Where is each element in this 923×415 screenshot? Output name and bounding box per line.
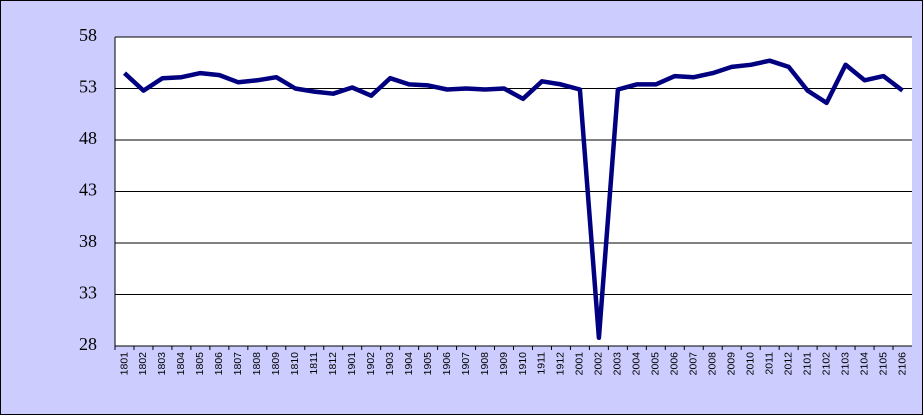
x-tick-label: 2001 bbox=[574, 352, 586, 376]
x-tick-label: 2009 bbox=[726, 352, 738, 376]
x-tick-label: 2006 bbox=[669, 352, 681, 376]
y-tick-label: 28 bbox=[79, 334, 97, 354]
data-line bbox=[122, 58, 904, 341]
x-tick-label: 1804 bbox=[175, 352, 187, 376]
x-tick-label: 1904 bbox=[403, 352, 415, 376]
x-tick-label: 1908 bbox=[479, 352, 491, 376]
x-tick-label: 1807 bbox=[232, 352, 244, 376]
x-tick-label: 2104 bbox=[858, 352, 870, 376]
x-tick-label: 2011 bbox=[763, 352, 775, 375]
x-tick-label: 2004 bbox=[631, 352, 643, 376]
x-tick-label: 2106 bbox=[896, 352, 908, 376]
x-tick-label: 1809 bbox=[270, 352, 282, 376]
x-tick-label: 1902 bbox=[365, 352, 377, 376]
x-tick-label: 1806 bbox=[213, 352, 225, 376]
x-tick-label: 2008 bbox=[707, 352, 719, 376]
x-tick-label: 2105 bbox=[877, 352, 889, 376]
x-tick-label: 2002 bbox=[593, 352, 605, 376]
x-tick-label: 1812 bbox=[327, 352, 339, 376]
y-tick-label: 38 bbox=[79, 231, 97, 251]
x-tick-label: 1905 bbox=[422, 352, 434, 376]
x-tick-label: 2012 bbox=[782, 352, 794, 376]
y-tick-label: 53 bbox=[79, 77, 97, 97]
x-tick-label: 1911 bbox=[536, 352, 548, 375]
x-tick-label: 1810 bbox=[289, 352, 301, 376]
x-tick-label: 1805 bbox=[194, 352, 206, 376]
x-tick-label: 1811 bbox=[308, 352, 320, 375]
y-tick-label: 48 bbox=[79, 128, 97, 148]
x-tick-label: 2103 bbox=[839, 352, 851, 376]
y-tick-label: 43 bbox=[79, 180, 97, 200]
x-tick-label: 1907 bbox=[460, 352, 472, 376]
y-tick-label: 33 bbox=[79, 283, 97, 303]
x-tick-label: 1912 bbox=[555, 352, 567, 376]
x-tick-label: 2005 bbox=[650, 352, 662, 376]
x-tick-label: 1901 bbox=[346, 352, 358, 376]
x-tick-label: 2101 bbox=[801, 352, 813, 376]
x-tick-label: 2010 bbox=[744, 352, 756, 376]
x-tick-label: 1910 bbox=[517, 352, 529, 376]
x-tick-label: 1909 bbox=[498, 352, 510, 376]
y-tick-label: 58 bbox=[79, 25, 97, 45]
x-tick-label: 1903 bbox=[384, 352, 396, 376]
x-tick-label: 1801 bbox=[118, 352, 130, 376]
x-tick-label: 1906 bbox=[441, 352, 453, 376]
x-tick-label: 2003 bbox=[612, 352, 624, 376]
x-tick-label: 1803 bbox=[156, 352, 168, 376]
x-tick-label: 2007 bbox=[688, 352, 700, 376]
x-tick-label: 1802 bbox=[137, 352, 149, 376]
x-tick-label: 1808 bbox=[251, 352, 263, 376]
x-tick-label: 2102 bbox=[820, 352, 832, 376]
